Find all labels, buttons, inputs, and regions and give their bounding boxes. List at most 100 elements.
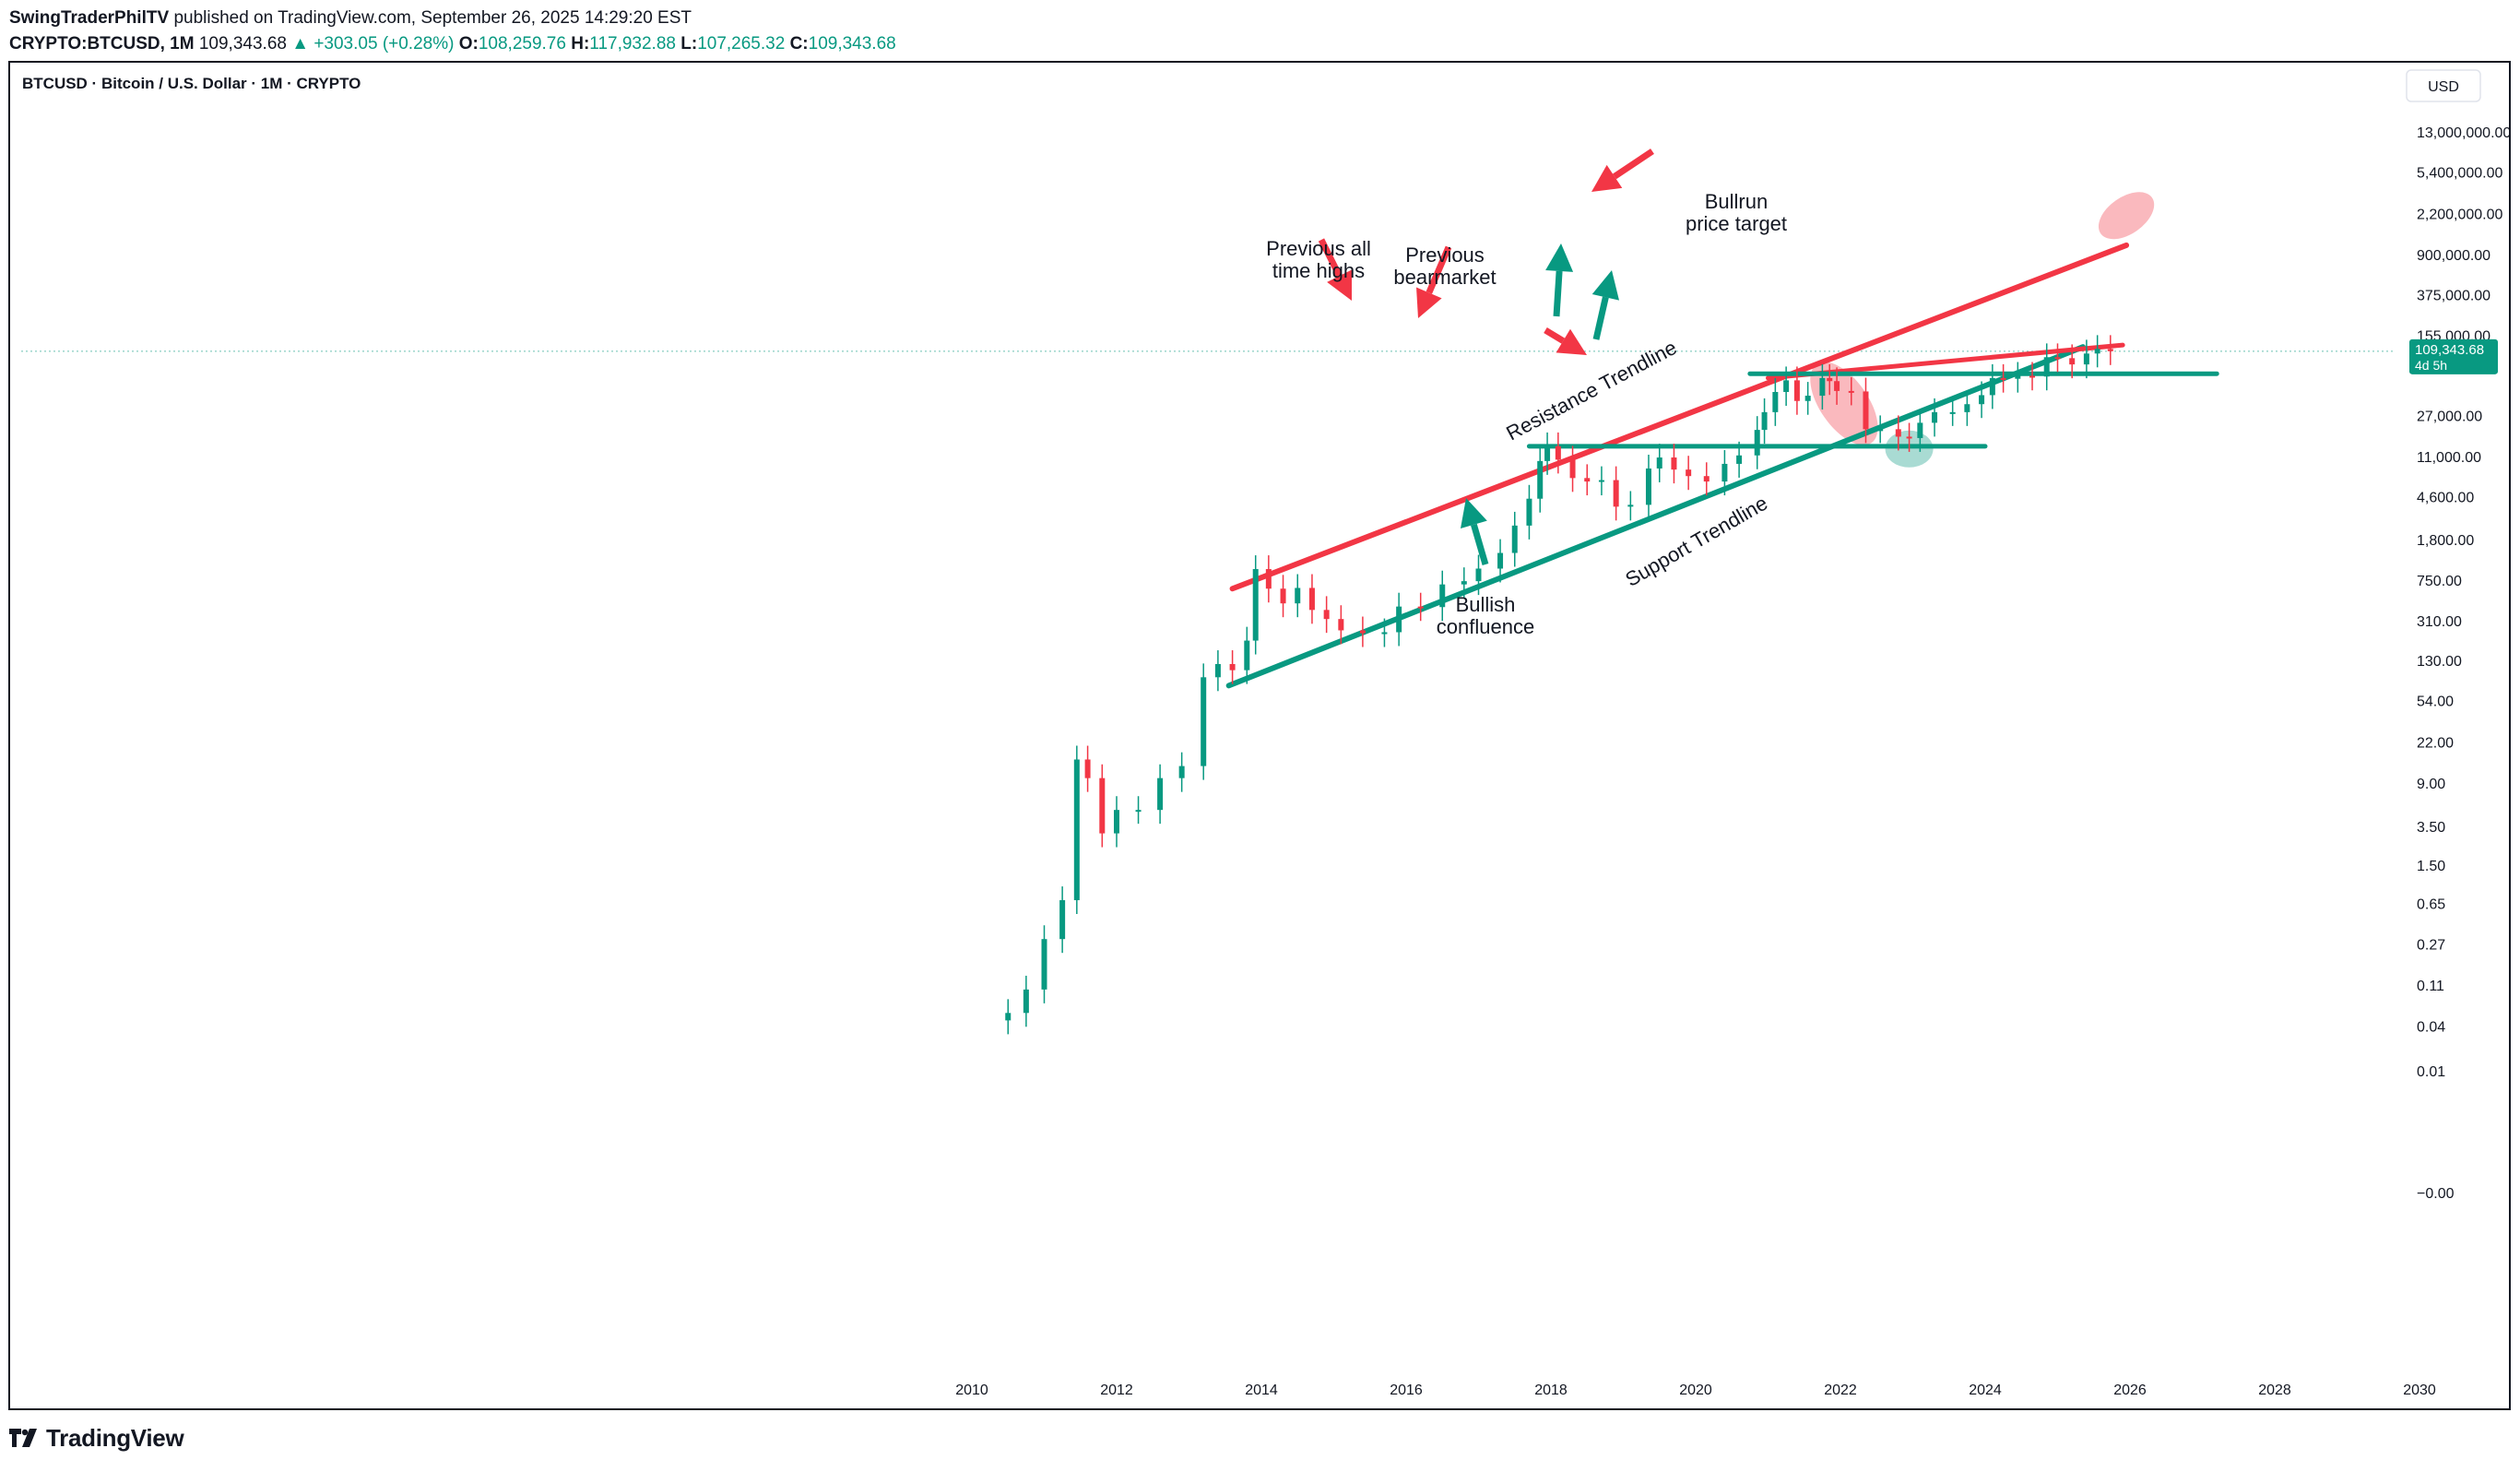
candle-body xyxy=(1656,457,1662,469)
author-name[interactable]: SwingTraderPhilTV xyxy=(9,8,170,28)
retest-arrow xyxy=(1544,326,1587,355)
bearmarket-label: Previous bearmarket xyxy=(1393,243,1496,289)
arrow-head xyxy=(1591,164,1623,192)
support-trendline[interactable] xyxy=(1225,344,2086,689)
high-value: 117,932.88 xyxy=(589,34,676,53)
candle-body xyxy=(1059,900,1066,940)
candle-body xyxy=(1917,422,1923,438)
annotation-line: Previous all xyxy=(1266,237,1371,260)
candle-body xyxy=(1949,411,1956,414)
candle-body xyxy=(1135,810,1142,813)
y-tick-label: 310.00 xyxy=(2417,614,2462,630)
arrow-head xyxy=(1416,287,1442,318)
open-value: 108,259.76 xyxy=(478,34,566,53)
annotation-line: confluence xyxy=(1437,615,1534,638)
arrow-shaft xyxy=(1426,245,1452,294)
bearmarket-highlight xyxy=(1810,362,1878,445)
low-value: 107,265.32 xyxy=(697,34,786,53)
candle-body xyxy=(1461,581,1467,585)
open-label: O: xyxy=(458,34,479,53)
bullrun-target-label: Bullrun price target xyxy=(1686,190,1787,235)
footer-brand[interactable]: TradingView xyxy=(46,1423,184,1452)
chart-title: BTCUSD · Bitcoin / U.S. Dollar · 1M · CR… xyxy=(22,75,361,92)
low-label: L: xyxy=(680,34,698,53)
candle-body xyxy=(1989,377,1995,396)
y-tick-label: 4,600.00 xyxy=(2417,491,2474,506)
y-tick-label: 750.00 xyxy=(2417,574,2462,589)
candle-body xyxy=(1863,391,1869,430)
candle-body xyxy=(1754,430,1760,456)
last-price: 109,343.68 xyxy=(198,34,287,53)
tradingview-logo-icon[interactable] xyxy=(9,1429,39,1447)
x-tick-label: 2012 xyxy=(1100,1383,1133,1398)
candle-body xyxy=(1793,380,1800,401)
last-price-countdown: 4d 5h xyxy=(2415,358,2447,373)
candle-body xyxy=(1244,640,1250,671)
currency-button[interactable] xyxy=(2406,69,2481,102)
arrow-head xyxy=(1556,328,1587,355)
candle-body xyxy=(1703,476,1710,482)
x-tick-label: 2030 xyxy=(2403,1383,2436,1398)
candle-body xyxy=(2094,349,2100,354)
candle-body xyxy=(1475,568,1482,582)
candle-body xyxy=(1736,455,1743,464)
support-trendline-label: Support Trendline xyxy=(1621,492,1771,591)
arrow-shaft xyxy=(1471,523,1489,565)
candle-body xyxy=(1584,478,1591,482)
arrow-head xyxy=(1327,269,1352,301)
arrow-shaft xyxy=(1318,238,1343,278)
candle-body xyxy=(1671,457,1677,470)
publish-info: published on TradingView.com, September … xyxy=(173,8,692,28)
annotation-line: price target xyxy=(1686,212,1787,235)
close-value: 109,343.68 xyxy=(808,34,896,53)
breakout-arrow-2 xyxy=(1591,270,1619,340)
candle-body xyxy=(1979,395,1985,405)
candle-body xyxy=(1964,404,1970,412)
change-up-icon: ▲ xyxy=(291,34,310,53)
candle-body xyxy=(1497,552,1504,569)
candle-body xyxy=(1252,569,1259,641)
candle-body xyxy=(1229,663,1236,671)
chart-canvas[interactable]: BTCUSD · Bitcoin / U.S. Dollar · 1M · CR… xyxy=(10,63,2509,1408)
candle-body xyxy=(1761,411,1768,431)
ath-label: Previous all time highs xyxy=(1266,237,1371,282)
candle-body xyxy=(1157,777,1164,811)
x-tick-label: 2026 xyxy=(2113,1383,2147,1398)
y-tick-label: 0.04 xyxy=(2417,1020,2445,1036)
annotation-line: Previous xyxy=(1405,243,1485,267)
candle-body xyxy=(2000,377,2006,380)
candle-body xyxy=(1834,381,1840,391)
arrow-head xyxy=(1461,498,1487,528)
x-tick-label: 2028 xyxy=(2258,1383,2291,1398)
x-tick-label: 2018 xyxy=(1534,1383,1568,1398)
publish-line: SwingTraderPhilTV published on TradingVi… xyxy=(9,6,896,31)
candle-body xyxy=(1396,606,1402,633)
footer: TradingView xyxy=(9,1419,184,1456)
chart-frame[interactable]: BTCUSD · Bitcoin / U.S. Dollar · 1M · CR… xyxy=(8,61,2511,1410)
candle-body xyxy=(2054,357,2061,360)
candle-body xyxy=(1721,463,1728,482)
candle-body xyxy=(2107,349,2113,351)
candle-body xyxy=(1932,411,1938,423)
annotation-line: bearmarket xyxy=(1393,266,1496,289)
x-tick-label: 2024 xyxy=(1969,1383,2002,1398)
bearmarket-arrow xyxy=(1416,245,1452,318)
resistance-trendline[interactable] xyxy=(1229,242,2130,592)
candle-body xyxy=(1308,588,1315,611)
candle-body xyxy=(1627,504,1634,507)
x-tick-label: 2016 xyxy=(1390,1383,1423,1398)
arrow-shaft xyxy=(1553,270,1563,317)
arrow-head xyxy=(1591,270,1619,301)
candle-body xyxy=(1084,759,1091,778)
candle-body xyxy=(1338,619,1344,631)
candle-body xyxy=(2029,375,2036,378)
candle-body xyxy=(2015,375,2021,379)
candle-body xyxy=(2069,358,2076,365)
y-tick-label: 0.65 xyxy=(2417,897,2445,913)
candle-body xyxy=(1359,630,1366,634)
candle-body xyxy=(1023,989,1029,1014)
candle-body xyxy=(1555,445,1561,460)
x-tick-label: 2020 xyxy=(1679,1383,1712,1398)
y-tick-label: 9.00 xyxy=(2417,777,2445,792)
